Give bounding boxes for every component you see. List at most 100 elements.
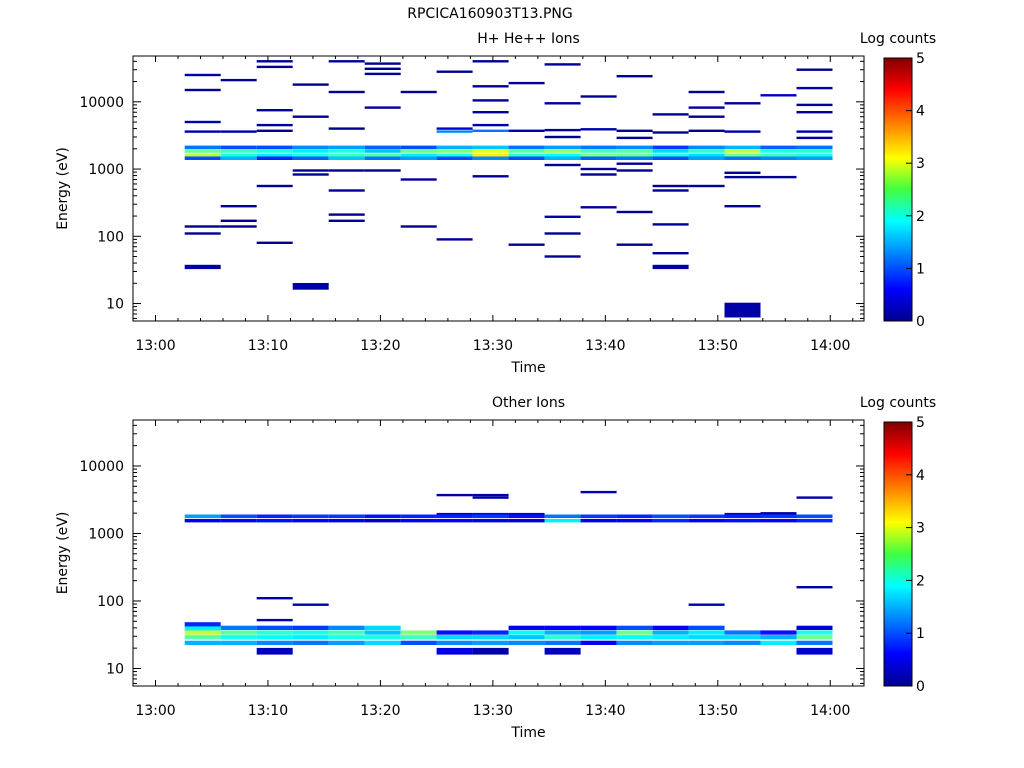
heatmap-cell xyxy=(256,109,293,112)
y-tick-label: 10000 xyxy=(79,459,124,475)
heatmap-cell xyxy=(760,512,797,516)
heatmap-cell xyxy=(256,149,293,153)
heatmap-cell xyxy=(472,647,509,655)
heatmap-cell xyxy=(256,647,293,655)
heatmap-cell xyxy=(508,149,545,153)
heatmap-cell xyxy=(472,85,509,88)
heatmap-cell xyxy=(292,514,329,518)
heatmap-cell xyxy=(508,625,545,630)
heatmap-cell xyxy=(796,86,833,90)
heatmap-cell xyxy=(796,586,833,589)
heatmap-cell xyxy=(796,68,833,71)
colorbar-tick-label: 1 xyxy=(916,261,925,277)
x-tick-label: 13:20 xyxy=(360,338,400,354)
heatmap-cell xyxy=(436,156,473,160)
x-axis-label: Time xyxy=(510,725,545,741)
heatmap-cell xyxy=(364,106,401,109)
heatmap-cell xyxy=(472,153,509,158)
colorbar-gradient xyxy=(883,57,913,322)
heatmap-cell xyxy=(796,156,833,160)
heatmap-cell xyxy=(508,129,545,132)
heatmap-cell xyxy=(436,149,473,153)
plot-frame xyxy=(132,419,865,687)
heatmap-cell xyxy=(220,156,257,160)
heatmap-cell xyxy=(652,156,689,160)
heatmap-cell xyxy=(760,175,797,179)
heatmap-cell xyxy=(688,184,725,188)
heatmap-cell xyxy=(256,640,293,645)
heatmap-cell xyxy=(184,264,221,270)
heatmap-cell xyxy=(688,603,725,606)
heatmap-cell xyxy=(616,149,653,153)
heatmap-cell xyxy=(580,156,617,160)
heatmap-cell xyxy=(652,131,689,134)
heatmap-cell xyxy=(364,518,401,523)
heatmap-cell xyxy=(652,252,689,255)
heatmap-cell xyxy=(760,153,797,158)
heatmap-cell xyxy=(760,156,797,160)
heatmap-cell xyxy=(472,635,509,640)
colorbar: 0 1 2 3 4 5 Log counts xyxy=(860,395,936,695)
heatmap-cell xyxy=(184,120,221,124)
heatmap-cell xyxy=(688,90,725,94)
heatmap-cell xyxy=(184,626,221,631)
heatmap-cell xyxy=(292,630,329,635)
heatmap-cell xyxy=(760,94,797,97)
heatmap-cells xyxy=(184,490,833,655)
colorbar-tick-label: 5 xyxy=(916,51,925,67)
heatmap-cell xyxy=(436,493,473,497)
heatmap-cell xyxy=(292,625,329,630)
heatmap-cell xyxy=(292,145,329,150)
heatmap-cell xyxy=(688,129,725,132)
x-tick-label: 13:30 xyxy=(473,703,513,719)
heatmap-cell xyxy=(616,136,653,140)
heatmap-cell xyxy=(796,149,833,153)
heatmap-cell xyxy=(688,106,725,109)
heatmap-cell xyxy=(436,153,473,158)
heatmap-cell xyxy=(472,156,509,160)
heatmap-cell xyxy=(580,149,617,153)
heatmap-cell xyxy=(616,635,653,640)
heatmap-cell xyxy=(652,640,689,645)
heatmap-cells xyxy=(184,60,833,318)
heatmap-cell xyxy=(508,518,545,523)
heatmap-cell xyxy=(256,514,293,518)
heatmap-cell xyxy=(256,123,293,127)
heatmap-cell xyxy=(400,514,437,518)
heatmap-cell xyxy=(580,128,617,131)
heatmap-cell xyxy=(328,153,365,158)
y-axis-label: Energy (eV) xyxy=(55,512,71,595)
x-tick-label: 14:00 xyxy=(810,703,850,719)
heatmap-cell xyxy=(436,238,473,241)
heatmap-cell xyxy=(292,173,329,176)
heatmap-cell xyxy=(184,640,221,645)
heatmap-cell xyxy=(796,130,833,133)
heatmap-cell xyxy=(184,156,221,160)
heatmap-cell xyxy=(436,145,473,150)
heatmap-cell xyxy=(328,518,365,523)
x-tick-label: 13:40 xyxy=(585,338,625,354)
y-tick-label: 10 xyxy=(106,297,124,313)
x-tick-label: 13:00 xyxy=(135,703,175,719)
heatmap-cell xyxy=(544,514,581,518)
heatmap-cell xyxy=(724,518,761,523)
heatmap-cell xyxy=(220,225,257,228)
heatmap-cell xyxy=(256,630,293,635)
heatmap-cell xyxy=(256,156,293,160)
x-tick-label: 13:40 xyxy=(585,703,625,719)
colorbar-tick-label: 4 xyxy=(916,468,925,484)
heatmap-cell xyxy=(580,490,617,494)
heatmap-cell xyxy=(400,90,437,94)
heatmap-cell xyxy=(508,145,545,150)
heatmap-cell xyxy=(652,625,689,630)
heatmap-cell xyxy=(220,205,257,208)
colorbar-tick-label: 1 xyxy=(916,626,925,642)
heatmap-cell xyxy=(724,145,761,150)
heatmap-cell xyxy=(724,175,761,179)
heatmap-cell xyxy=(292,83,329,86)
heatmap-cell xyxy=(436,514,473,518)
heatmap-cell xyxy=(796,153,833,158)
plot-frame xyxy=(132,55,865,322)
heatmap-cell xyxy=(544,153,581,158)
heatmap-cell xyxy=(616,156,653,160)
